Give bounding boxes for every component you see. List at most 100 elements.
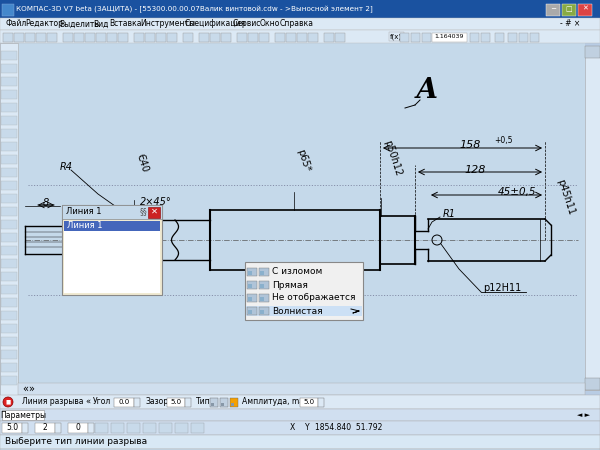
Bar — [68, 423, 88, 433]
Bar — [259, 32, 269, 41]
Bar — [62, 205, 162, 219]
Bar — [246, 306, 362, 316]
Text: 8: 8 — [43, 198, 49, 208]
Bar — [1, 142, 17, 151]
Text: 2: 2 — [43, 423, 47, 432]
Bar — [47, 32, 57, 41]
Bar — [1, 77, 17, 86]
Bar — [211, 403, 214, 406]
Text: ✕: ✕ — [151, 207, 157, 216]
Bar — [578, 4, 592, 16]
Text: §§: §§ — [140, 207, 148, 216]
Bar — [259, 294, 269, 302]
Bar — [0, 0, 600, 18]
Bar — [18, 43, 585, 395]
Bar — [237, 32, 247, 41]
Bar — [95, 423, 108, 433]
Text: «: « — [85, 397, 90, 406]
Text: Зазор: Зазор — [145, 397, 168, 406]
Bar — [259, 281, 269, 289]
Text: р45h11: р45h11 — [555, 178, 576, 216]
Bar — [63, 32, 73, 41]
Bar — [1, 324, 17, 333]
Bar — [18, 383, 585, 395]
Bar — [530, 32, 539, 41]
Bar — [1, 363, 17, 372]
Bar — [1, 168, 17, 177]
Bar — [0, 30, 600, 43]
Bar — [134, 32, 144, 41]
Text: ◄ ►: ◄ ► — [577, 412, 590, 418]
Bar — [0, 43, 18, 395]
Text: р65*: р65* — [295, 148, 312, 173]
Text: Редактор: Редактор — [25, 19, 63, 28]
Bar — [411, 32, 420, 41]
Text: Є40: Є40 — [135, 153, 151, 174]
Bar — [1, 51, 17, 60]
Text: +0,5: +0,5 — [494, 135, 512, 144]
Text: R1: R1 — [443, 209, 456, 219]
Text: Линия разрыва: Линия разрыва — [22, 397, 83, 406]
Text: Справка: Справка — [280, 19, 314, 28]
Bar — [22, 423, 28, 433]
Bar — [191, 423, 204, 433]
Bar — [260, 284, 264, 288]
Bar — [248, 297, 252, 301]
Bar — [2, 4, 14, 16]
Bar — [0, 409, 600, 421]
Bar — [508, 32, 517, 41]
Bar — [199, 32, 209, 41]
Text: 1.164039: 1.164039 — [434, 34, 464, 39]
Text: «: « — [22, 384, 28, 394]
Text: 45±0,5: 45±0,5 — [498, 187, 536, 197]
Bar — [127, 423, 140, 433]
Bar — [247, 294, 257, 302]
Bar — [247, 281, 257, 289]
Text: ─: ─ — [551, 6, 555, 12]
Text: Угол: Угол — [93, 397, 111, 406]
Text: р12H11: р12H11 — [483, 283, 521, 293]
Bar — [1, 181, 17, 190]
Bar — [324, 32, 334, 41]
Bar — [1, 116, 17, 125]
Bar — [260, 310, 264, 314]
Bar — [14, 32, 24, 41]
Bar — [0, 449, 600, 450]
Text: - # ×: - # × — [560, 19, 580, 28]
Bar — [74, 32, 84, 41]
Circle shape — [3, 397, 13, 407]
Bar — [0, 18, 600, 30]
Bar — [210, 398, 218, 407]
Text: Волнистая: Волнистая — [272, 306, 323, 315]
Bar — [1, 259, 17, 268]
Bar — [245, 262, 363, 320]
Bar — [1, 103, 17, 112]
Text: 5.0: 5.0 — [304, 399, 314, 405]
Bar — [114, 398, 134, 407]
Bar — [1, 220, 17, 229]
Bar — [248, 310, 252, 314]
Text: Не отображается: Не отображается — [272, 293, 355, 302]
Bar — [1, 246, 17, 255]
Bar — [546, 4, 560, 16]
Bar — [221, 32, 231, 41]
Bar — [247, 307, 257, 315]
Text: 128: 128 — [464, 165, 485, 175]
Bar — [64, 221, 160, 231]
Bar — [519, 32, 528, 41]
Bar — [1, 272, 17, 281]
Text: 158: 158 — [460, 140, 481, 150]
Bar — [64, 231, 160, 293]
Bar — [1, 233, 17, 242]
Text: Окно: Окно — [260, 19, 280, 28]
Bar — [107, 32, 117, 41]
Bar — [260, 297, 264, 301]
Bar — [286, 32, 296, 41]
Bar — [1, 298, 17, 307]
Bar — [275, 32, 285, 41]
Bar — [111, 423, 124, 433]
Bar — [585, 378, 600, 390]
Bar — [248, 32, 258, 41]
Text: R4: R4 — [60, 162, 73, 172]
Bar — [259, 268, 269, 276]
